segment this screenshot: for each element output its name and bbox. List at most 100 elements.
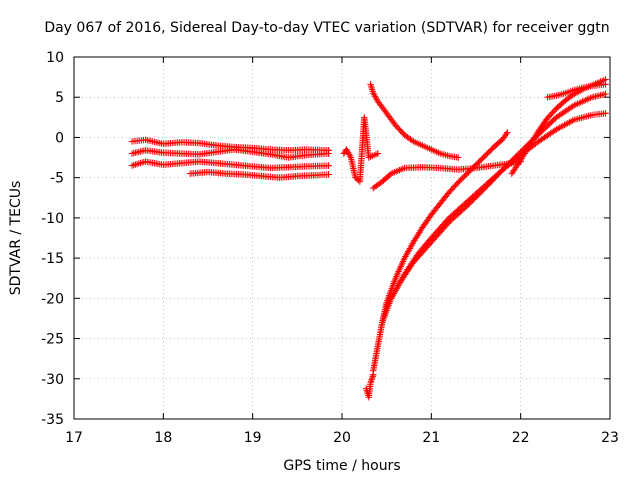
data-point xyxy=(527,140,534,148)
data-point xyxy=(528,139,535,146)
x-tick-label: 21 xyxy=(422,430,440,446)
data-point xyxy=(384,301,391,308)
data-point xyxy=(395,282,402,289)
data-point xyxy=(519,153,526,160)
y-tick-label: -35 xyxy=(41,412,64,428)
data-point xyxy=(137,159,144,167)
data-point xyxy=(499,135,506,143)
data-point xyxy=(367,379,374,386)
data-point xyxy=(392,287,399,294)
data-point xyxy=(368,376,375,383)
grid xyxy=(74,57,610,419)
data-point xyxy=(580,97,588,105)
data-point xyxy=(417,227,424,234)
data-point xyxy=(575,99,583,107)
data-point xyxy=(408,137,416,144)
y-tick-label: -5 xyxy=(50,171,64,187)
data-point xyxy=(566,119,573,126)
data-point xyxy=(415,230,422,238)
x-axis-label: GPS time / hours xyxy=(283,458,400,474)
data-point xyxy=(410,238,417,246)
data-point xyxy=(402,253,409,260)
data-point xyxy=(404,248,412,255)
data-point xyxy=(587,94,594,102)
data-point xyxy=(404,250,411,257)
data-point xyxy=(345,151,353,158)
data-point xyxy=(391,288,398,296)
data-point xyxy=(572,101,580,108)
data-point xyxy=(523,147,530,154)
data-point xyxy=(582,96,589,104)
data-point xyxy=(411,237,418,244)
data-point xyxy=(502,131,510,138)
series-2 xyxy=(128,158,332,172)
data-point xyxy=(564,120,571,127)
data-point xyxy=(346,152,354,160)
data-point xyxy=(554,125,562,132)
y-tick-label: 0 xyxy=(55,130,64,146)
data-point xyxy=(518,155,525,162)
data-point xyxy=(558,123,565,130)
data-point xyxy=(368,374,376,382)
x-tick-label: 17 xyxy=(65,430,83,446)
data-point xyxy=(524,145,531,152)
y-tick-label: 10 xyxy=(46,50,64,66)
data-point xyxy=(408,242,415,249)
data-point xyxy=(416,229,423,236)
data-point xyxy=(128,162,136,169)
y-axis-label: SDTVAR / TECUs xyxy=(8,181,24,296)
data-point xyxy=(556,124,563,131)
data-point xyxy=(501,132,509,140)
series-12 xyxy=(340,114,381,185)
data-point xyxy=(130,161,137,169)
series-8 xyxy=(367,81,462,161)
data-point xyxy=(569,117,576,124)
series-9 xyxy=(370,158,524,192)
x-tick-label: 23 xyxy=(601,430,619,446)
data-point xyxy=(602,90,609,98)
data-point xyxy=(403,251,410,259)
series-7 xyxy=(383,90,609,310)
data-point xyxy=(388,293,396,300)
data-point xyxy=(521,150,528,157)
data-point xyxy=(571,102,578,109)
data-point xyxy=(504,129,511,136)
data-point xyxy=(500,134,508,141)
data-point xyxy=(325,162,332,169)
data-point xyxy=(520,151,527,159)
data-point xyxy=(602,110,609,117)
y-tick-label: -15 xyxy=(41,251,64,267)
data-point xyxy=(407,243,414,251)
data-point xyxy=(390,290,398,297)
data-point xyxy=(531,134,538,141)
data-point xyxy=(387,296,394,304)
data-point xyxy=(405,246,413,254)
x-tick-label: 19 xyxy=(244,430,262,446)
data-point xyxy=(367,377,375,385)
data-point xyxy=(413,233,420,241)
y-tick-label: -25 xyxy=(41,332,64,348)
data-point xyxy=(562,120,570,128)
data-point xyxy=(372,94,380,102)
data-point xyxy=(371,93,379,100)
data-point xyxy=(138,159,146,166)
y-tick-label: -10 xyxy=(41,211,64,227)
data-point xyxy=(409,240,416,247)
data-point xyxy=(530,135,537,143)
data-point xyxy=(325,150,332,157)
data-point xyxy=(602,81,609,88)
axis-ticks: 17 18 19 20 21 22 23 10 5 0 -5 -10 -15 -20 -25 -30 -35 xyxy=(41,50,619,446)
y-tick-label: -20 xyxy=(41,291,64,307)
data-point xyxy=(386,298,393,305)
data-point xyxy=(385,299,392,307)
data-point xyxy=(414,232,421,239)
data-point xyxy=(393,285,400,292)
data-point xyxy=(532,132,539,140)
data-point xyxy=(135,160,142,167)
series-3 xyxy=(186,168,332,181)
data-point xyxy=(133,160,141,168)
data-point xyxy=(369,373,376,380)
x-tick-label: 20 xyxy=(333,430,351,446)
